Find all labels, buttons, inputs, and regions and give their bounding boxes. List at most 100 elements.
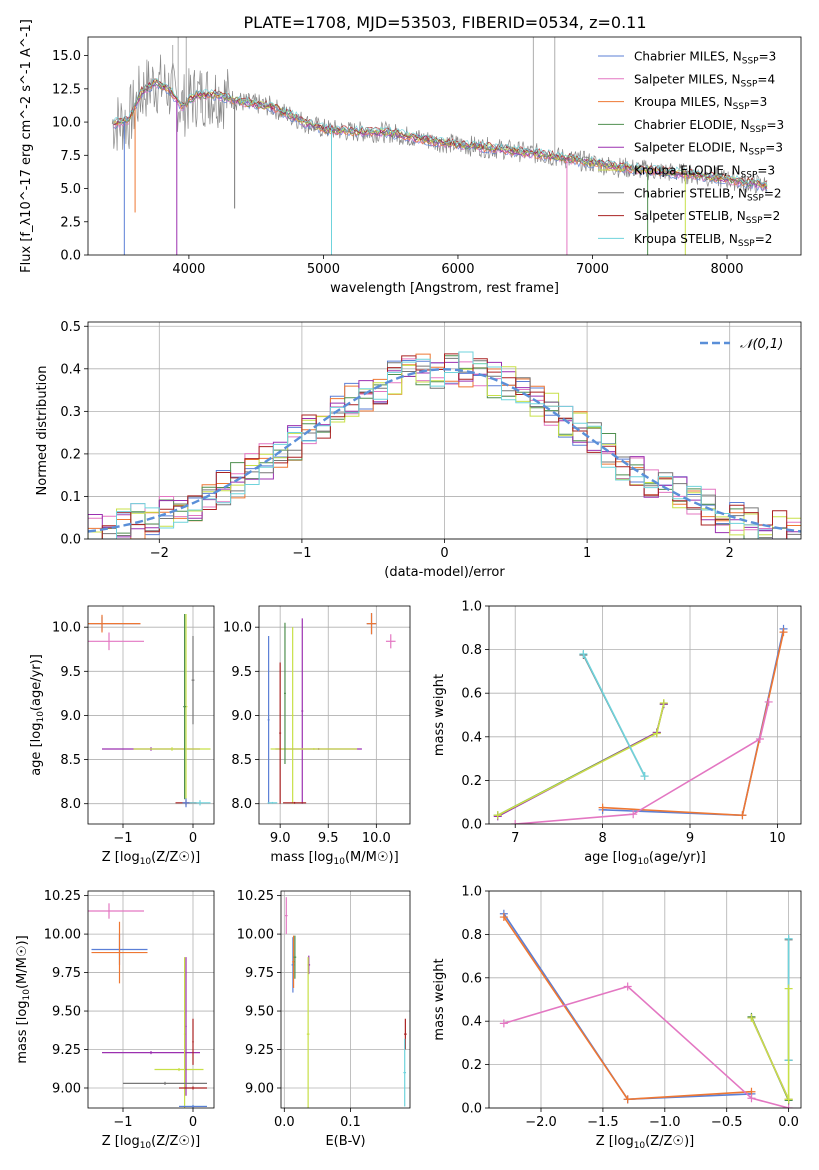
label-text: Chabrier ELODIE, N — [634, 118, 750, 132]
x-tick-label: −2.0 — [525, 1115, 557, 1130]
label-text: Kroupa STELIB, N — [634, 232, 738, 246]
x-tick-label: 10 — [769, 831, 786, 846]
mass-weight-marker-salpeter_miles — [499, 1019, 508, 1028]
y-tick-label: 9.00 — [245, 1081, 274, 1096]
y-tick-label: 0.1 — [60, 490, 81, 505]
mass-weight-line-salpeter_miles — [503, 985, 789, 1108]
model-spectrum-kroupa_stelib — [113, 78, 768, 186]
subscript-text: SSP — [750, 125, 767, 135]
histogram-kroupa_stelib — [88, 351, 801, 539]
legend-label-salpeter_miles: Salpeter MILES, NSSP=4 — [634, 72, 775, 89]
y-tick-label: 0.4 — [461, 1015, 482, 1030]
subscript-text: SSP — [741, 79, 758, 89]
label-text: Chabrier MILES, N — [634, 50, 742, 64]
mass-weight-marker-kroupa_miles — [738, 811, 747, 820]
axes-frame — [87, 36, 802, 256]
y-tick-label: 0.6 — [461, 687, 482, 702]
y-tick-label: 10.0 — [52, 116, 81, 131]
mass-weight-line-chabrier_miles — [602, 628, 785, 817]
y-tick-label: 0.0 — [60, 249, 81, 264]
y-tick-label: 9.25 — [52, 1043, 81, 1058]
y-tick-label: 2.5 — [60, 215, 81, 230]
x-axis-label: age [log10(age/yr)] — [584, 850, 706, 867]
mass-weight-marker-kroupa_stelib — [640, 772, 649, 781]
y-axis-label: mass weight — [432, 674, 447, 756]
y-tick-label: 9.25 — [245, 1043, 274, 1058]
y-tick-label: 8.0 — [60, 797, 81, 812]
subscript-text: 10 — [334, 857, 346, 867]
panel-mass_weight_vs_metallicity: −2.0 −1.5 −1.0 −0.5 0.0 0.0 0.2 0.4 0.6 0.8 1.0 Z [… — [432, 885, 802, 1151]
mass-weight-marker-kroupa_miles — [499, 913, 508, 922]
label-text: (age/yr)] — [649, 850, 706, 865]
y-axis-label: age [log10(age/yr)] — [29, 654, 46, 776]
label-text: =4 — [757, 72, 775, 86]
y-tick-label: 1.0 — [461, 885, 482, 900]
y-tick-label: 0.0 — [461, 1102, 482, 1117]
y-tick-label: 9.0 — [60, 709, 81, 724]
mass-weight-marker-salpeter_miles — [784, 1104, 793, 1108]
mass-weight-marker-kroupa_miles — [598, 803, 607, 812]
y-tick-label: 10.25 — [44, 889, 81, 904]
label-text: Z [log — [102, 1134, 140, 1149]
x-tick-label: 4000 — [172, 262, 205, 277]
y-tick-label: 0.2 — [60, 447, 81, 462]
x-tick-label: −0.5 — [711, 1115, 743, 1130]
mass-weight-line-salpeter_elodie — [497, 703, 665, 818]
figure-title: PLATE=1708, MJD=53503, FIBERID=0534, z=0… — [243, 13, 646, 32]
mass-weight-marker-kroupa_elodie — [784, 984, 793, 993]
x-tick-label: −2 — [150, 546, 169, 561]
label-text: =3 — [757, 164, 775, 178]
model-spectrum-salpeter_stelib — [113, 78, 768, 187]
mass-weight-line-kroupa_elodie — [750, 1017, 790, 1100]
label-text: age [log — [584, 850, 637, 865]
y-tick-label: 8.5 — [60, 753, 81, 768]
legend-label-reference: 𝒩(0,1) — [740, 337, 783, 352]
panel-spectrum: 4000 5000 6000 7000 8000 0.0 2.5 5.0 7.5 10.0 12.5… — [19, 19, 802, 296]
y-tick-label: 8.5 — [231, 753, 252, 768]
legend-label-chabrier_elodie: Chabrier ELODIE, NSSP=3 — [634, 118, 784, 135]
x-tick-label: 5000 — [307, 262, 340, 277]
axes-frame — [488, 605, 802, 825]
legend-label-kroupa_elodie: Kroupa ELODIE, NSSP=3 — [634, 164, 775, 181]
label-text: Z [log — [102, 850, 140, 865]
mass-weight-marker-salpeter_miles — [623, 982, 632, 991]
x-tick-label: 10.0 — [362, 831, 391, 846]
x-tick-label: 0.0 — [778, 1115, 799, 1130]
label-text: =2 — [755, 232, 773, 246]
y-tick-label: 10.00 — [237, 928, 274, 943]
legend-label-chabrier_miles: Chabrier MILES, NSSP=3 — [634, 50, 776, 67]
label-text: Z [log — [596, 1134, 634, 1149]
mass-weight-line-salpeter_miles — [515, 701, 770, 824]
subscript-text: 10 — [634, 1141, 646, 1151]
x-tick-label: 9 — [686, 831, 694, 846]
x-tick-label: −1 — [292, 546, 311, 561]
mass-weight-marker-kroupa_miles — [779, 628, 788, 637]
axes-frame — [488, 890, 802, 1109]
label-text: Salpeter MILES, N — [634, 72, 741, 86]
subscript-text: SSP — [741, 171, 758, 181]
subscript-text: SSP — [746, 216, 763, 226]
y-tick-label: 9.00 — [52, 1081, 81, 1096]
y-axis-label: mass [log10(M/M☉)] — [15, 935, 32, 1063]
y-tick-label: 9.0 — [231, 709, 252, 724]
mass-weight-line-kroupa_stelib — [582, 653, 646, 777]
label-text: (Z/Z☉)] — [151, 850, 200, 865]
y-tick-label: 7.5 — [60, 149, 81, 164]
mass-weight-line-chabrier_elodie — [497, 703, 665, 817]
y-tick-label: 0.3 — [60, 405, 81, 420]
x-tick-label: −1 — [113, 1115, 132, 1130]
label-text: =2 — [763, 209, 781, 223]
label-text: (Z/Z☉)] — [151, 1134, 200, 1149]
x-tick-label: 0.0 — [274, 1115, 295, 1130]
y-axis-label: Normed distribution — [35, 366, 50, 496]
legend-label-kroupa_stelib: Kroupa STELIB, NSSP=2 — [634, 232, 772, 249]
x-tick-label: 9.0 — [270, 831, 291, 846]
legend-label-salpeter_stelib: Salpeter STELIB, NSSP=2 — [634, 209, 780, 226]
y-tick-label: 9.75 — [245, 966, 274, 981]
mass-weight-marker-kroupa_miles — [623, 1095, 632, 1104]
mass-weight-marker-kroupa_elodie — [652, 729, 661, 738]
y-tick-label: 0.8 — [461, 643, 482, 658]
